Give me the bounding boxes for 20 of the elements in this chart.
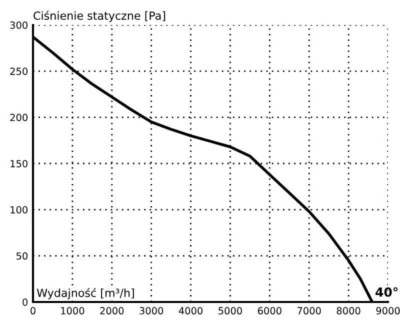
y-tick-label: 300 bbox=[10, 21, 28, 29]
y-tick-label: 50 bbox=[16, 252, 28, 260]
y-tick-label: 100 bbox=[10, 206, 28, 214]
y-tick-label: 150 bbox=[10, 160, 28, 168]
x-axis-title: Wydajność [m³/h] bbox=[36, 288, 134, 300]
x-tick-label: 2000 bbox=[100, 307, 124, 314]
y-tick-label: 0 bbox=[22, 298, 28, 306]
x-tick-label: 0 bbox=[30, 307, 36, 314]
y-tick-label: 200 bbox=[10, 114, 28, 122]
x-tick-label: 7000 bbox=[298, 307, 321, 314]
x-tick-label: 9000 bbox=[376, 307, 400, 314]
x-tick-label: 3000 bbox=[140, 307, 164, 314]
x-tick-label: 8000 bbox=[336, 307, 360, 314]
x-tick-label: 6000 bbox=[258, 307, 282, 314]
y-axis-title: Ciśnienie statyczne [Pa] bbox=[34, 10, 166, 22]
y-tick-label: 250 bbox=[10, 68, 28, 75]
x-tick-label: 4000 bbox=[178, 307, 203, 314]
x-tick-label: 1000 bbox=[61, 307, 84, 314]
annotation: 40° bbox=[376, 287, 398, 297]
x-tick-label: 5000 bbox=[218, 307, 242, 314]
